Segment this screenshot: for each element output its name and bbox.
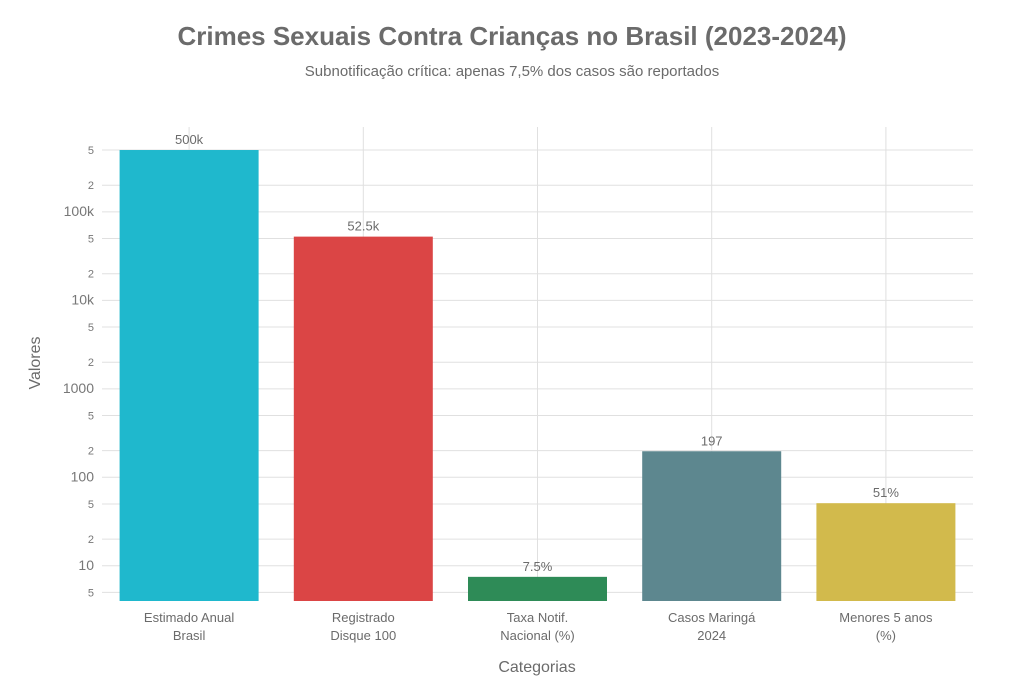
bar [468, 576, 607, 601]
y-axis-label: Valores [27, 336, 44, 389]
bar [642, 451, 782, 601]
y-tick-label: 5 [88, 145, 94, 157]
y-tick-label: 2 [88, 534, 94, 546]
y-tick-label: 5 [88, 233, 94, 245]
data-label: 197 [701, 433, 723, 448]
y-tick-label: 2 [88, 180, 94, 192]
x-tick-label: Brasil [173, 628, 206, 643]
x-tick-label: Menores 5 anos [839, 610, 933, 625]
x-axis-ticks: Estimado Anual Brasil Registrado Disque 100… [144, 610, 933, 643]
y-tick-label: 2 [88, 269, 94, 281]
chart-subtitle: Subnotificação crítica: apenas 7,5% dos … [305, 63, 719, 80]
y-tick-label: 5 [88, 322, 94, 334]
data-label: 500k [175, 132, 204, 147]
data-label: 51% [873, 485, 899, 500]
x-tick-label: Taxa Notif. [507, 610, 568, 625]
data-label: 52.5k [347, 219, 379, 234]
bar [119, 150, 259, 601]
y-tick-label: 2 [88, 357, 94, 369]
y-tick-label: 5 [88, 499, 94, 511]
bar [816, 503, 956, 601]
y-tick-label: 5 [88, 410, 94, 422]
x-tick-label: Nacional (%) [500, 628, 574, 643]
y-tick-label: 10k [71, 291, 95, 307]
bar [293, 236, 433, 601]
y-tick-label: 100k [64, 203, 95, 219]
y-tick-label: 5 [88, 587, 94, 599]
y-tick-label: 100 [71, 468, 95, 484]
x-tick-label: Disque 100 [330, 628, 396, 643]
x-axis-label: Categorias [498, 659, 575, 676]
x-tick-label: Casos Maringá [668, 610, 756, 625]
bars: 500k 52.5k 7.5% 197 51% [119, 132, 956, 601]
y-axis-ticks: 5 10 2 5 100 2 5 1000 2 5 10k 2 5 100k 2 5 [63, 145, 95, 599]
x-tick-label: 2024 [697, 628, 726, 643]
y-tick-label: 1000 [63, 380, 94, 396]
x-tick-label: Estimado Anual [144, 610, 234, 625]
chart-title: Crimes Sexuais Contra Crianças no Brasil… [177, 21, 846, 51]
x-tick-label: Registrado [332, 610, 395, 625]
x-tick-label: (%) [876, 628, 896, 643]
data-label: 7.5% [523, 559, 553, 574]
y-tick-label: 10 [78, 557, 94, 573]
y-tick-label: 2 [88, 446, 94, 458]
